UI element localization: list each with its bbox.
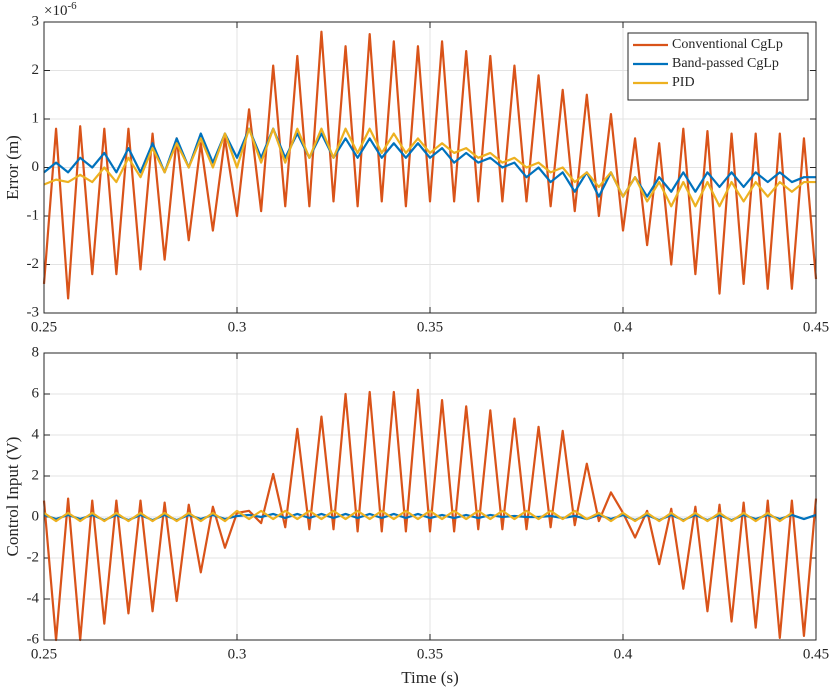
y-tick-label: 4 [32,426,40,442]
series-line [43,509,793,523]
y-tick-label: 2 [32,62,40,78]
x-tick-label: 0.25 [31,319,57,335]
series-line [43,127,816,198]
x-tick-label: 0.45 [803,319,829,335]
x-tick-label: 0.35 [417,319,443,335]
y-axis-label: Error (m) [3,135,22,200]
y-tick-label: 0 [32,508,40,524]
multiplier-base: ×10 [44,3,67,19]
x-tick-label: 0.3 [228,646,247,662]
x-tick-label: 0.3 [228,319,247,335]
multiplier-power: -6 [67,0,77,12]
x-axis-label: Time (s) [401,668,458,687]
y-tick-label: -1 [27,207,40,223]
series-line [43,127,816,208]
x-tick-label: 0.45 [803,646,829,662]
y-tick-label: -2 [27,256,40,272]
y-axis-label: Control Input (V) [3,437,22,557]
y-tick-label: -2 [27,549,40,565]
y-tick-label: -6 [27,631,40,647]
x-tick-label: 0.35 [417,646,443,662]
x-tick-label: 0.4 [614,319,633,335]
axes-box [43,21,817,314]
axes-box [43,352,817,641]
legend-label: PID [672,75,695,90]
y-tick-label: 0 [32,159,40,175]
y-tick-label: 1 [32,110,40,126]
y-tick-label: 3 [32,13,40,29]
y-tick-label: 8 [32,344,40,360]
y-tick-label: -3 [27,304,40,320]
x-tick-label: 0.25 [31,646,57,662]
y-tick-label: -4 [27,590,40,606]
y-tick-label: 6 [32,385,40,401]
y-tick-label: 2 [32,467,40,483]
legend-label: Band-passed CgLp [672,56,779,71]
series-line [42,388,818,642]
y-multiplier: ×10-6 [44,0,77,19]
legend-label: Conventional CgLp [672,37,783,52]
x-tick-label: 0.4 [614,646,633,662]
